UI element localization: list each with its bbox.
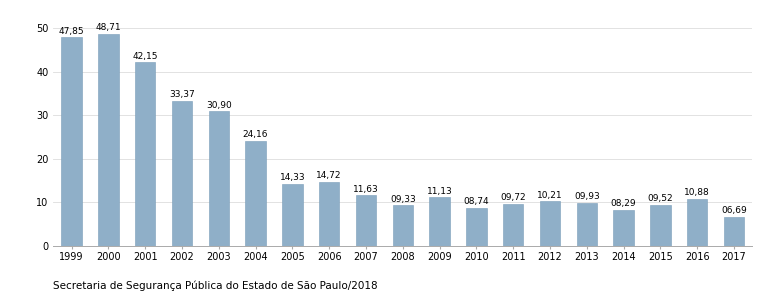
Bar	[172, 100, 192, 246]
Text: 08,29: 08,29	[611, 199, 636, 208]
Bar	[62, 38, 82, 246]
Text: 33,37: 33,37	[169, 90, 195, 99]
Text: Secretaria de Segurança Pública do Estado de São Paulo/2018: Secretaria de Segurança Pública do Estad…	[53, 280, 378, 291]
Text: 24,16: 24,16	[243, 130, 268, 139]
Text: 10,21: 10,21	[537, 191, 563, 200]
Text: 48,71: 48,71	[96, 23, 121, 32]
Bar	[577, 203, 597, 246]
Text: 11,13: 11,13	[426, 187, 452, 196]
Text: 11,63: 11,63	[353, 184, 379, 194]
Text: 09,72: 09,72	[500, 193, 526, 202]
Bar	[467, 208, 486, 246]
Bar	[245, 141, 266, 246]
Bar	[356, 195, 376, 246]
Bar	[282, 184, 302, 246]
Text: 42,15: 42,15	[132, 52, 158, 61]
Bar	[393, 205, 413, 246]
Bar	[135, 62, 155, 246]
Text: 08,74: 08,74	[464, 197, 489, 206]
Text: 09,33: 09,33	[390, 195, 416, 204]
Bar	[319, 182, 339, 246]
Text: 14,72: 14,72	[316, 171, 342, 180]
Text: 30,90: 30,90	[206, 100, 232, 109]
Bar	[98, 34, 119, 246]
Bar	[209, 111, 229, 246]
Text: 06,69: 06,69	[721, 206, 747, 215]
Bar	[651, 205, 670, 246]
Text: 14,33: 14,33	[280, 173, 306, 182]
Bar	[429, 197, 450, 246]
Bar	[503, 204, 524, 246]
Text: 09,52: 09,52	[648, 194, 673, 203]
Bar	[613, 210, 634, 246]
Bar	[687, 199, 708, 246]
Text: 09,93: 09,93	[574, 192, 600, 201]
Text: 10,88: 10,88	[684, 188, 710, 197]
Bar	[724, 217, 744, 246]
Bar	[540, 202, 560, 246]
Text: 47,85: 47,85	[59, 27, 84, 36]
